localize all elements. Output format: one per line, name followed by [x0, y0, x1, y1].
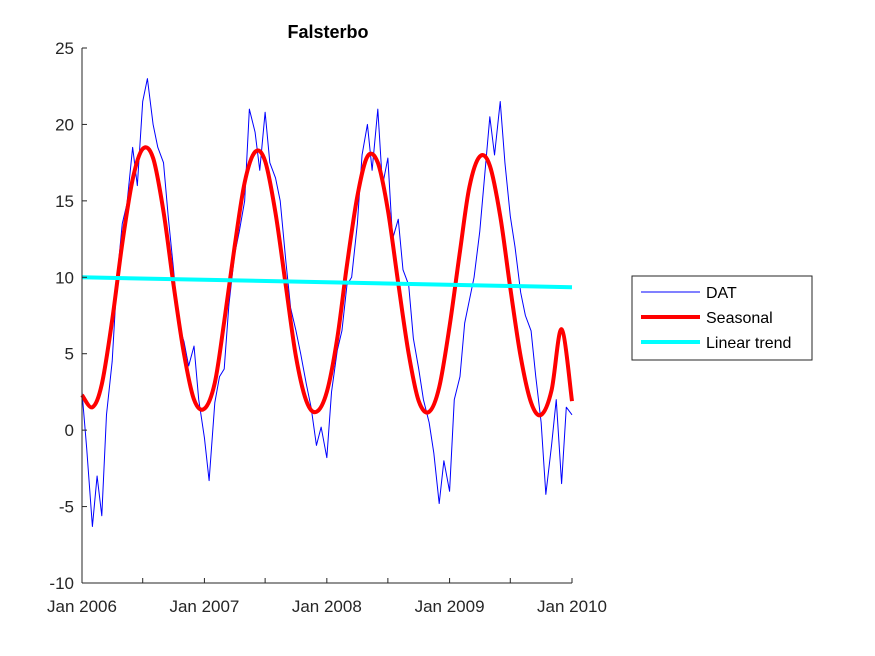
x-tick-label: Jan 2006: [47, 597, 117, 616]
y-tick-label: -5: [59, 498, 74, 517]
y-tick-label: 25: [55, 39, 74, 58]
plot-area: -10 -5 0 5 10 15 20 25 Jan 2006 Jan 2007 Jan 2008…: [47, 39, 607, 616]
legend-label-seasonal: Seasonal: [706, 310, 773, 327]
y-tick-label: 20: [55, 115, 74, 134]
legend-label-linear-trend: Linear trend: [706, 335, 791, 352]
x-tick-label: Jan 2009: [415, 597, 485, 616]
series-linear-trend-line: [81, 275, 573, 290]
series-dat-line: [81, 78, 573, 527]
series-layer: [80, 78, 574, 527]
chart-title: Falsterbo: [287, 22, 368, 42]
y-tick-label: 5: [65, 345, 74, 364]
y-tick-label: 0: [65, 421, 74, 440]
x-ticks: Jan 2006 Jan 2007 Jan 2008 Jan 2009 Jan 2010: [47, 578, 607, 616]
y-tick-label: 15: [55, 192, 74, 211]
x-tick-label: Jan 2008: [292, 597, 362, 616]
legend-label-dat: DAT: [706, 285, 737, 302]
plot-background: [82, 48, 572, 583]
legend[interactable]: DAT Seasonal Linear trend: [631, 275, 813, 361]
y-tick-label: 10: [55, 268, 74, 287]
series-seasonal-line: [80, 145, 574, 418]
x-tick-label: Jan 2010: [537, 597, 607, 616]
x-tick-label: Jan 2007: [169, 597, 239, 616]
y-tick-label: -10: [49, 574, 74, 593]
y-ticks: -10 -5 0 5 10 15 20 25: [49, 39, 87, 593]
